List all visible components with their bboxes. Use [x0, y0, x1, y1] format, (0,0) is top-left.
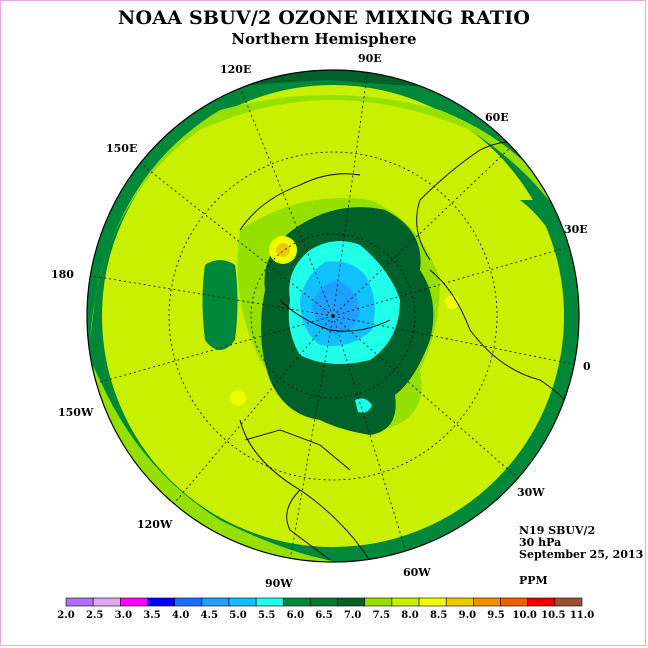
colorbar-swatch — [174, 597, 203, 607]
colorbar-tick-label: 7.5 — [373, 610, 390, 621]
map-boundary — [86, 69, 580, 563]
colorbar-swatch — [228, 597, 257, 607]
colorbar-tick-label: 4.0 — [172, 610, 189, 621]
colorbar-swatch — [65, 597, 94, 607]
lon-label-30e: 30E — [564, 223, 588, 236]
colorbar-swatch — [391, 597, 420, 607]
lon-label-180: 180 — [51, 268, 74, 281]
lon-label-60e: 60E — [485, 111, 509, 124]
lon-label-150w: 150W — [58, 406, 94, 419]
lon-label-90e: 90E — [358, 52, 382, 65]
lon-label-150e: 150E — [106, 142, 138, 155]
colorbar-swatch — [201, 597, 230, 607]
colorbar-tick-label: 9.0 — [459, 610, 476, 621]
ozone-field — [87, 70, 579, 562]
colorbar-swatch — [500, 597, 528, 607]
colorbar-tick-label: 2.5 — [86, 610, 103, 621]
colorbar: 2.0 2.5 3.0 3.5 4.0 4.5 5.0 5.5 6.0 6.5 7.0 7.5 8.0 8… — [57, 597, 594, 621]
lon-label-90w: 90W — [265, 577, 293, 590]
lon-label-60w: 60W — [403, 566, 431, 579]
colorbar-tick-label: 8.0 — [401, 610, 418, 621]
colorbar-swatch — [120, 597, 148, 607]
map-subtitle: Northern Hemisphere — [231, 30, 417, 48]
colorbar-tick-label: 4.5 — [201, 610, 218, 621]
colorbar-swatch — [255, 597, 284, 607]
colorbar-tick-label: 8.5 — [430, 610, 447, 621]
colorbar-swatch — [337, 597, 366, 607]
colorbar-swatch — [418, 597, 447, 607]
colorbar-tick-label: 6.5 — [315, 610, 332, 621]
colorbar-swatch — [527, 597, 556, 607]
colorbar-tick-label: 10.0 — [512, 610, 536, 621]
level-label: 30 hPa — [519, 536, 562, 549]
colorbar-swatch — [445, 597, 474, 607]
colorbar-tick-label: 5.5 — [258, 610, 275, 621]
colorbar-swatch — [147, 597, 175, 607]
colorbar-tick-label: 6.0 — [287, 610, 304, 621]
colorbar-swatch — [92, 597, 121, 607]
colorbar-tick-label: 2.0 — [57, 610, 74, 621]
colorbar-swatch — [554, 597, 583, 607]
lon-label-30w: 30W — [517, 486, 545, 499]
colorbar-swatch — [473, 597, 501, 607]
colorbar-tick-label: 7.0 — [344, 610, 361, 621]
colorbar-tick-label: 10.5 — [541, 610, 565, 621]
lon-label-120e: 120E — [220, 63, 252, 76]
lon-label-120w: 120W — [137, 518, 173, 531]
colorbar-tick-label: 9.5 — [487, 610, 504, 621]
map-title: NOAA SBUV/2 OZONE MIXING RATIO — [117, 7, 531, 29]
colorbar-swatch — [282, 597, 311, 607]
date-label: September 25, 2013 — [519, 548, 644, 561]
info-block: N19 SBUV/2 30 hPa September 25, 2013 — [519, 525, 643, 561]
unit-label: PPM — [519, 574, 548, 587]
colorbar-swatch — [364, 597, 393, 607]
colorbar-tick-label: 5.0 — [229, 610, 246, 621]
lon-label-0: 0 — [583, 360, 591, 373]
colorbar-tick-label: 11.0 — [570, 610, 594, 621]
instrument-label: N19 SBUV/2 — [519, 524, 596, 537]
colorbar-tick-label: 3.5 — [143, 610, 160, 621]
colorbar-swatch — [310, 597, 338, 607]
colorbar-tick-label: 3.0 — [115, 610, 132, 621]
